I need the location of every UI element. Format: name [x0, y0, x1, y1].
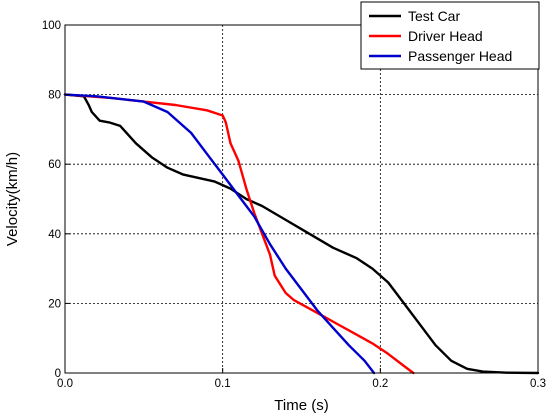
- legend-label: Passenger Head: [408, 48, 512, 64]
- legend-label: Test Car: [408, 8, 460, 24]
- grid-lines: [65, 25, 538, 373]
- x-tick-label: 0.1: [215, 378, 231, 390]
- y-tick-label: 0: [55, 368, 61, 380]
- y-tick-label: 100: [42, 20, 61, 32]
- plot-frame: [64, 24, 539, 374]
- y-tick-label: 60: [48, 159, 61, 171]
- series-line-1: [63, 93, 415, 375]
- x-tick-label: 0.2: [372, 378, 388, 390]
- x-tick-label: 0.0: [57, 378, 73, 390]
- series-line-2: [63, 93, 376, 375]
- x-axis-label: Time (s): [274, 397, 328, 414]
- legend-label: Driver Head: [408, 28, 483, 44]
- axis-ticks: [64, 24, 539, 374]
- y-axis-label: Velocity(km/h): [4, 152, 21, 246]
- series-lines: [63, 93, 540, 375]
- y-tick-label: 40: [48, 229, 61, 241]
- legend-box: [360, 1, 540, 70]
- series-line-0: [63, 93, 540, 375]
- y-tick-label: 80: [48, 90, 61, 102]
- x-tick-label: 0.3: [530, 378, 546, 390]
- tick-labels: 0.0 0.1 0.2 0.3 0 20 40 60 80 100: [42, 20, 546, 390]
- y-tick-label: 20: [48, 298, 61, 310]
- legend: Test Car Driver Head Passenger Head: [360, 1, 540, 70]
